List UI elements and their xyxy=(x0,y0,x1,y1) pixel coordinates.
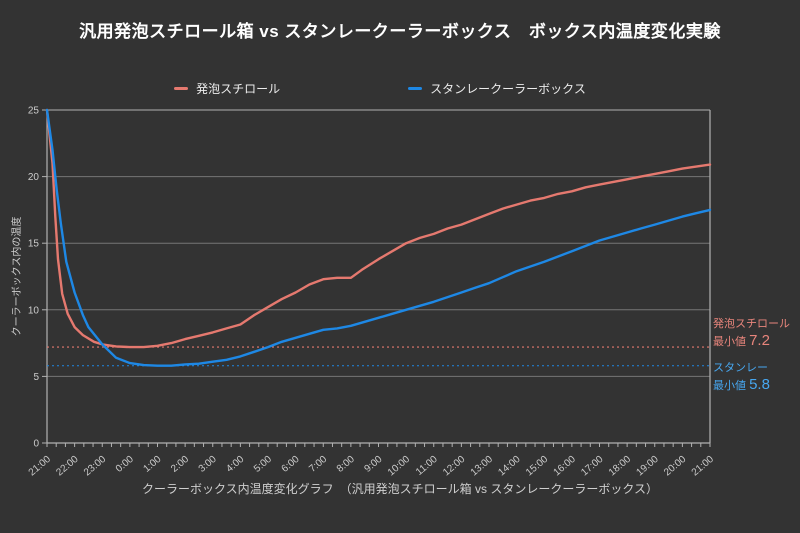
y-tick-label: 20 xyxy=(28,172,40,183)
chart-caption: クーラーボックス内温度変化グラフ （汎用発泡スチロール箱 vs スタンレークーラ… xyxy=(142,482,658,496)
stanley-line-marker-icon xyxy=(408,86,423,91)
x-tick-label: 11:00 xyxy=(414,454,440,478)
x-tick-label: 22:00 xyxy=(54,454,81,479)
legend: 発泡スチロール スタンレークーラーボックス xyxy=(0,80,760,97)
series-line xyxy=(45,108,712,367)
x-tick-label: 4:00 xyxy=(224,454,246,475)
x-tick-label: 9:00 xyxy=(362,454,384,475)
x-tick-label: 14:00 xyxy=(496,454,523,479)
y-tick-label: 15 xyxy=(28,239,40,250)
legend-item-styrofoam: 発泡スチロール xyxy=(174,80,280,97)
y-tick-label: 10 xyxy=(28,305,40,316)
legend-label-stanley: スタンレークーラーボックス xyxy=(430,82,586,96)
legend-label-styrofoam: 発泡スチロール xyxy=(196,82,281,96)
annotation-styrofoam-series: 発泡スチロール xyxy=(713,318,790,330)
chart-title: 汎用発泡スチロール箱 vs スタンレークーラーボックス ボックス内温度変化実験 xyxy=(79,22,721,41)
x-tick-label: 20:00 xyxy=(662,454,689,479)
x-tick-label: 12:00 xyxy=(441,454,468,479)
x-tick-label: 21:00 xyxy=(690,454,717,479)
x-tick-label: 13:00 xyxy=(469,454,496,479)
series-line xyxy=(45,108,712,349)
x-tick-label: 15:00 xyxy=(524,454,551,479)
min-annotations: 発泡スチロール 最小値 7.2 スタンレー 最小値 5.8 xyxy=(713,317,799,396)
y-axis-title: クーラーボックス内の温度 xyxy=(10,217,23,337)
x-tick-label: 8:00 xyxy=(335,454,357,475)
legend-item-stanley: スタンレークーラーボックス xyxy=(408,80,586,97)
x-tick-label: 17:00 xyxy=(579,454,606,479)
annotation-stanley: スタンレー 最小値 5.8 xyxy=(713,361,799,396)
x-tick-label: 2:00 xyxy=(169,454,191,475)
y-tick-label: 0 xyxy=(33,439,39,450)
x-tick-label: 6:00 xyxy=(280,454,302,475)
y-tick-label: 25 xyxy=(28,106,40,117)
annotation-stanley-series: スタンレー xyxy=(713,362,768,374)
y-tick-label: 5 xyxy=(33,372,39,383)
x-tick-label: 5:00 xyxy=(252,454,274,475)
annotation-styrofoam-min-label: 最小値 xyxy=(713,336,746,348)
annotation-stanley-min-label: 最小値 xyxy=(713,380,746,392)
x-tick-label: 16:00 xyxy=(552,454,579,479)
x-tick-label: 21:00 xyxy=(27,454,54,479)
x-tick-label: 10:00 xyxy=(386,454,413,479)
x-tick-label: 7:00 xyxy=(307,454,329,475)
x-tick-label: 0:00 xyxy=(114,454,136,475)
x-tick-label: 1:00 xyxy=(141,454,163,475)
annotation-stanley-min-value: 5.8 xyxy=(749,376,770,393)
annotation-styrofoam-min-value: 7.2 xyxy=(749,332,770,349)
x-tick-label: 3:00 xyxy=(197,454,219,475)
x-tick-label: 18:00 xyxy=(607,454,634,479)
x-tick-label: 19:00 xyxy=(634,454,661,479)
annotation-styrofoam: 発泡スチロール 最小値 7.2 xyxy=(713,317,799,352)
styrofoam-line-marker-icon xyxy=(174,86,189,91)
x-tick-label: 23:00 xyxy=(82,454,109,479)
